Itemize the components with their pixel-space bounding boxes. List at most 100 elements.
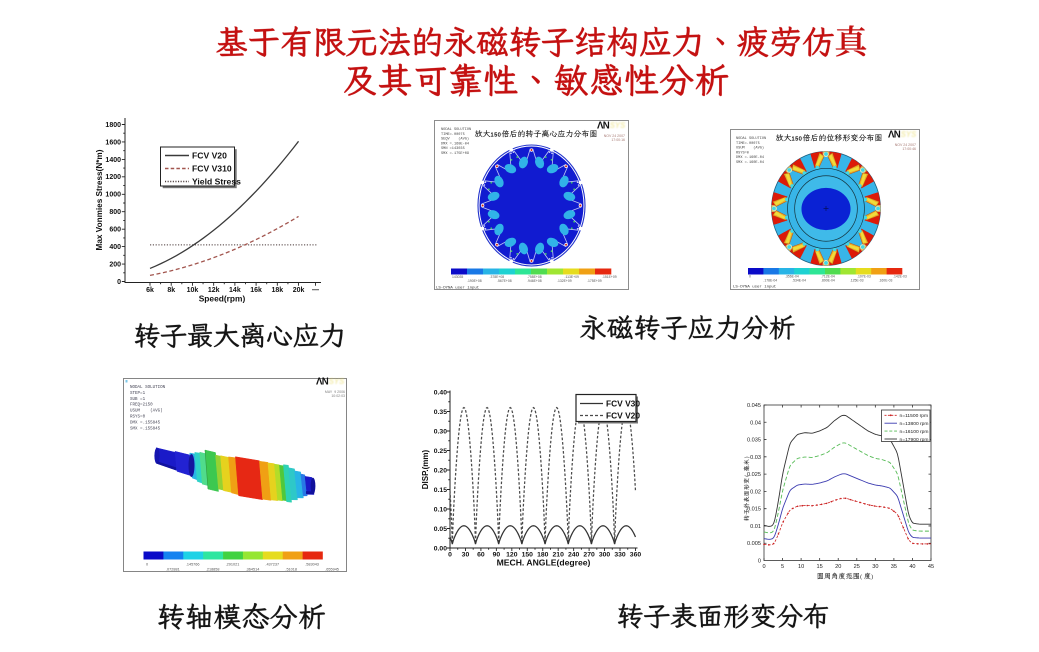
svg-text:.655945: .655945: [325, 568, 339, 572]
svg-text:60: 60: [477, 552, 485, 559]
svg-text:.712E-04: .712E-04: [821, 274, 835, 278]
svg-text:0: 0: [749, 274, 751, 278]
svg-text:SYS: SYS: [901, 130, 917, 139]
svg-text:0.20: 0.20: [434, 467, 447, 474]
svg-text:(: (: [860, 575, 862, 581]
svg-text:LS-DYNA user input: LS-DYNA user input: [436, 286, 479, 291]
svg-text:20: 20: [835, 564, 841, 570]
svg-text:0.025: 0.025: [747, 472, 761, 478]
svg-text:.364514: .364514: [246, 568, 260, 572]
svg-text:SMX =.155845: SMX =.155845: [130, 427, 161, 431]
svg-text:Max Vonmies Stress(N*m): Max Vonmies Stress(N*m): [95, 149, 104, 250]
svg-text:—: —: [312, 287, 319, 294]
svg-text:0.045: 0.045: [747, 403, 761, 409]
svg-text:0: 0: [758, 559, 761, 565]
svg-text:10:02:03: 10:02:03: [331, 394, 345, 398]
svg-text:800: 800: [109, 209, 121, 216]
svg-text:.142E-03: .142E-03: [893, 274, 907, 278]
svg-text:.190E+08: .190E+08: [467, 279, 482, 283]
svg-text:SMN =143035: SMN =143035: [441, 147, 465, 151]
svg-text:.946E+08: .946E+08: [527, 279, 542, 283]
svg-text:Speed(rpm): Speed(rpm): [199, 294, 246, 304]
svg-text:n=16100 rpm: n=16100 rpm: [900, 429, 929, 435]
svg-text:6k: 6k: [146, 287, 154, 294]
svg-text:0.035: 0.035: [747, 438, 761, 444]
svg-text:): ): [871, 575, 873, 581]
svg-text:FCV V310: FCV V310: [192, 163, 232, 173]
svg-text:SMX =.175E+09: SMX =.175E+09: [441, 152, 469, 156]
svg-text:5: 5: [494, 133, 497, 139]
svg-text:RSYS=0: RSYS=0: [736, 151, 749, 155]
svg-text:300: 300: [599, 552, 611, 559]
svg-text:.178E-04: .178E-04: [763, 279, 777, 283]
svg-text:USUM (AVG): USUM (AVG): [736, 146, 764, 151]
svg-text:330: 330: [614, 552, 626, 559]
svg-text:NOV 24 2007: NOV 24 2007: [604, 134, 625, 138]
svg-text:40: 40: [909, 564, 915, 570]
svg-text:180: 180: [537, 552, 549, 559]
svg-text:600: 600: [109, 227, 121, 234]
svg-text:18k: 18k: [271, 287, 283, 294]
svg-text:.567E+08: .567E+08: [497, 279, 512, 283]
svg-text:SUB =1: SUB =1: [130, 398, 146, 402]
svg-text:1400: 1400: [105, 157, 121, 164]
svg-text:0.04: 0.04: [750, 420, 761, 426]
svg-text:0: 0: [448, 552, 452, 559]
svg-text:DMX =.160E-04: DMX =.160E-04: [441, 142, 469, 146]
svg-text:FCV V30: FCV V30: [606, 398, 640, 408]
svg-text:0.00: 0.00: [434, 545, 447, 552]
svg-text:0.05: 0.05: [434, 526, 447, 533]
svg-text:DMX =.155845: DMX =.155845: [130, 421, 161, 425]
svg-text:STEP=1: STEP=1: [130, 392, 146, 396]
svg-text:0: 0: [498, 133, 501, 139]
svg-text:(: (: [744, 475, 750, 477]
svg-text:25: 25: [854, 564, 860, 570]
svg-text:.378E+08: .378E+08: [490, 275, 505, 279]
svg-text:n=11500 rpm: n=11500 rpm: [900, 413, 929, 419]
svg-text:1: 1: [792, 137, 795, 143]
svg-text:ΛN: ΛN: [316, 376, 329, 387]
svg-text:FCV V20: FCV V20: [606, 410, 640, 420]
svg-text:NODAL SOLUTION: NODAL SOLUTION: [736, 137, 766, 141]
svg-text:0.25: 0.25: [434, 448, 447, 455]
svg-text:.125E-03: .125E-03: [850, 279, 864, 283]
svg-text:Yield Stress: Yield Stress: [192, 176, 241, 186]
svg-text:1000: 1000: [105, 192, 121, 199]
svg-text:DISP.(mm): DISP.(mm): [421, 449, 430, 489]
svg-text:ΛN: ΛN: [597, 120, 610, 131]
svg-text:TIME=.00075: TIME=.00075: [736, 142, 760, 146]
svg-text:45: 45: [928, 564, 934, 570]
svg-text:.145766: .145766: [186, 563, 200, 567]
svg-text:10k: 10k: [187, 287, 199, 294]
svg-text:120: 120: [506, 552, 518, 559]
svg-text:.437237: .437237: [265, 563, 279, 567]
svg-text:FCV V20: FCV V20: [192, 150, 227, 160]
svg-text:USUM (AVG): USUM (AVG): [130, 409, 163, 414]
svg-text:.175E+09: .175E+09: [587, 279, 602, 283]
svg-text:n=13800 rpm: n=13800 rpm: [900, 421, 929, 427]
svg-text:0.35: 0.35: [434, 409, 447, 416]
svg-text:35: 35: [891, 564, 897, 570]
svg-text:.291021: .291021: [226, 563, 240, 567]
svg-text:17:00:16: 17:00:16: [611, 138, 625, 142]
svg-text:.132E+09: .132E+09: [557, 279, 572, 283]
svg-text:14k: 14k: [229, 287, 241, 294]
svg-text:16k: 16k: [250, 287, 262, 294]
svg-text:0: 0: [762, 564, 765, 570]
svg-text:20k: 20k: [293, 287, 305, 294]
svg-text:.583043: .583043: [305, 563, 319, 567]
svg-text:ΛN: ΛN: [888, 129, 901, 140]
svg-text:): ): [744, 456, 750, 458]
svg-text:MECH. ANGLE(degree): MECH. ANGLE(degree): [497, 558, 591, 568]
svg-text:SYS: SYS: [329, 377, 345, 386]
svg-text:0.015: 0.015: [747, 507, 761, 513]
svg-text:MAY 9 2006: MAY 9 2006: [325, 390, 345, 394]
svg-text:0.40: 0.40: [434, 389, 447, 396]
svg-text:5: 5: [781, 564, 784, 570]
svg-text:150: 150: [522, 552, 534, 559]
svg-text:360: 360: [630, 552, 642, 559]
svg-text:NODAL SOLUTION: NODAL SOLUTION: [441, 128, 471, 132]
svg-text:270: 270: [583, 552, 595, 559]
svg-text:200: 200: [109, 261, 121, 268]
svg-text:.218858: .218858: [206, 568, 220, 572]
